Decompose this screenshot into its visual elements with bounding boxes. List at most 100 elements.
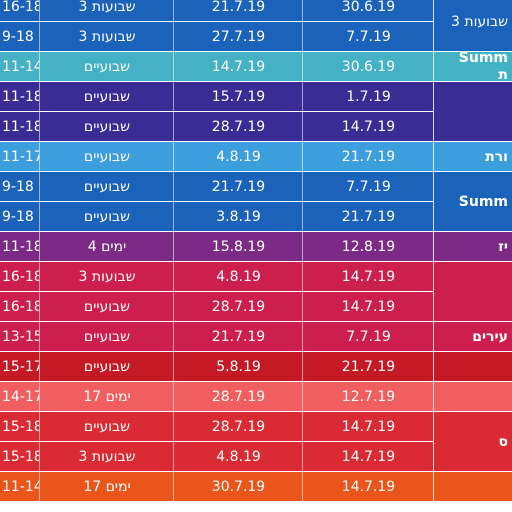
program-divider bbox=[433, 501, 512, 502]
age-range-cell: 9-18 bbox=[0, 172, 40, 201]
age-range-cell: 16-18 bbox=[0, 262, 40, 291]
program-name-text: ורת bbox=[485, 148, 508, 165]
duration-cell: שבועיים bbox=[41, 292, 174, 321]
age-range-cell: 16-18 bbox=[0, 0, 40, 21]
end-date-cell: 28.7.19 bbox=[175, 412, 303, 441]
row-divider bbox=[0, 291, 433, 292]
end-date-cell: 28.7.19 bbox=[175, 292, 303, 321]
age-range-cell: 9-18 bbox=[0, 202, 40, 231]
start-date-cell: 30.6.19 bbox=[341, 58, 396, 75]
program-name-text: 3 שבועות bbox=[451, 13, 508, 30]
program-name-cell: עירים bbox=[433, 322, 512, 351]
end-date-cell: 5.8.19 bbox=[175, 352, 303, 381]
duration-cell: שבועיים bbox=[41, 82, 174, 111]
start-date-cell: 7.7.19 bbox=[346, 178, 391, 195]
program-name-cell bbox=[433, 352, 512, 381]
table-row: 15-17 שבועיים 5.8.19 21.7.19 bbox=[0, 352, 433, 381]
start-date-cell: 14.7.19 bbox=[341, 118, 396, 135]
duration-cell: 3 שבועות bbox=[41, 442, 174, 471]
table-row: 9-18 שבועיים 21.7.19 7.7.19 bbox=[0, 172, 433, 201]
end-date-cell: 4.8.19 bbox=[175, 442, 303, 471]
program-name-text: Summ bbox=[458, 52, 508, 66]
row-divider bbox=[0, 51, 433, 52]
row-divider bbox=[0, 81, 433, 82]
duration-cell: שבועיים bbox=[41, 142, 174, 171]
age-range-cell: 14-17 bbox=[0, 382, 40, 411]
program-divider bbox=[433, 351, 512, 352]
duration-cell: 17 ימים bbox=[41, 382, 174, 411]
duration-cell: 3 שבועות bbox=[41, 262, 174, 291]
start-date-cell: 30.6.19 bbox=[341, 0, 396, 15]
program-name-cell bbox=[433, 82, 512, 141]
end-date-cell: 21.7.19 bbox=[175, 322, 303, 351]
duration-cell: שבועיים bbox=[41, 412, 174, 441]
table-row: 9-18 שבועיים 3.8.19 21.7.19 bbox=[0, 202, 433, 231]
start-date-cell: 14.7.19 bbox=[341, 298, 396, 315]
start-date-cell: 12.7.19 bbox=[341, 388, 396, 405]
end-date-cell: 28.7.19 bbox=[175, 112, 303, 141]
table-row: 16-18 3 שבועות 21.7.19 30.6.19 bbox=[0, 0, 433, 21]
row-divider bbox=[0, 501, 433, 502]
program-name-text: ת bbox=[498, 66, 508, 82]
end-date-cell: 27.7.19 bbox=[175, 22, 303, 51]
start-date-cell: 7.7.19 bbox=[346, 28, 391, 45]
end-date-cell: 28.7.19 bbox=[175, 382, 303, 411]
age-range-cell: 11-18 bbox=[0, 82, 40, 111]
program-name-cell bbox=[433, 262, 512, 321]
duration-cell: 4 ימים bbox=[41, 232, 174, 261]
duration-cell: 17 ימים bbox=[41, 472, 174, 501]
age-range-cell: 15-17 bbox=[0, 352, 40, 381]
start-date-cell: 12.8.19 bbox=[341, 238, 396, 255]
program-name-cell: Summ bbox=[433, 172, 512, 231]
end-date-cell: 21.7.19 bbox=[175, 0, 303, 21]
row-divider bbox=[0, 21, 433, 22]
age-range-cell: 11-18 bbox=[0, 112, 40, 141]
table-row: 11-18 שבועיים 28.7.19 14.7.19 bbox=[0, 112, 433, 141]
row-divider bbox=[0, 321, 433, 322]
end-date-cell: 4.8.19 bbox=[175, 142, 303, 171]
program-divider bbox=[433, 231, 512, 232]
program-divider bbox=[433, 321, 512, 322]
start-date-cell: 14.7.19 bbox=[341, 478, 396, 495]
program-name-cell: Summ ת bbox=[433, 52, 512, 81]
age-range-cell: 11-14 bbox=[0, 52, 40, 81]
start-date-cell: 14.7.19 bbox=[341, 268, 396, 285]
program-name-cell: ורת bbox=[433, 142, 512, 171]
duration-cell: שבועיים bbox=[41, 112, 174, 141]
table-row: 15-18 3 שבועות 4.8.19 14.7.19 bbox=[0, 442, 433, 471]
end-date-cell: 4.8.19 bbox=[175, 262, 303, 291]
table-row: 13-15 שבועיים 21.7.19 7.7.19 bbox=[0, 322, 433, 351]
table-row: 9-18 3 שבועות 27.7.19 7.7.19 bbox=[0, 22, 433, 51]
program-name-text: עירים bbox=[472, 328, 508, 345]
program-divider bbox=[433, 411, 512, 412]
program-name-cell bbox=[433, 472, 512, 501]
duration-cell: שבועיים bbox=[41, 52, 174, 81]
row-divider bbox=[0, 111, 433, 112]
age-range-cell: 11-18 bbox=[0, 232, 40, 261]
row-divider bbox=[0, 441, 433, 442]
age-range-cell: 15-18 bbox=[0, 412, 40, 441]
program-name-cell: ס bbox=[433, 412, 512, 471]
row-divider bbox=[0, 261, 433, 262]
program-divider bbox=[433, 141, 512, 142]
start-date-cell: 21.7.19 bbox=[341, 358, 396, 375]
table-row: 15-18 שבועיים 28.7.19 14.7.19 bbox=[0, 412, 433, 441]
row-divider bbox=[0, 411, 433, 412]
table-row: 14-17 17 ימים 28.7.19 12.7.19 bbox=[0, 382, 433, 411]
row-divider bbox=[0, 471, 433, 472]
table-row: 16-18 3 שבועות 4.8.19 14.7.19 bbox=[0, 262, 433, 291]
duration-cell: שבועיים bbox=[41, 322, 174, 351]
table-row: 16-18 שבועיים 28.7.19 14.7.19 bbox=[0, 292, 433, 321]
duration-cell: שבועיים bbox=[41, 172, 174, 201]
program-divider bbox=[433, 81, 512, 82]
row-divider bbox=[0, 381, 433, 382]
duration-cell: 3 שבועות bbox=[41, 0, 174, 21]
end-date-cell: 15.7.19 bbox=[175, 82, 303, 111]
table-row: 11-14 שבועיים 14.7.19 30.6.19 bbox=[0, 52, 433, 81]
row-divider bbox=[0, 351, 433, 352]
program-name-text: Summ bbox=[458, 193, 508, 210]
program-name-cell: 3 שבועות bbox=[433, 0, 512, 51]
end-date-cell: 21.7.19 bbox=[175, 172, 303, 201]
duration-cell: שבועיים bbox=[41, 202, 174, 231]
end-date-cell: 14.7.19 bbox=[175, 52, 303, 81]
